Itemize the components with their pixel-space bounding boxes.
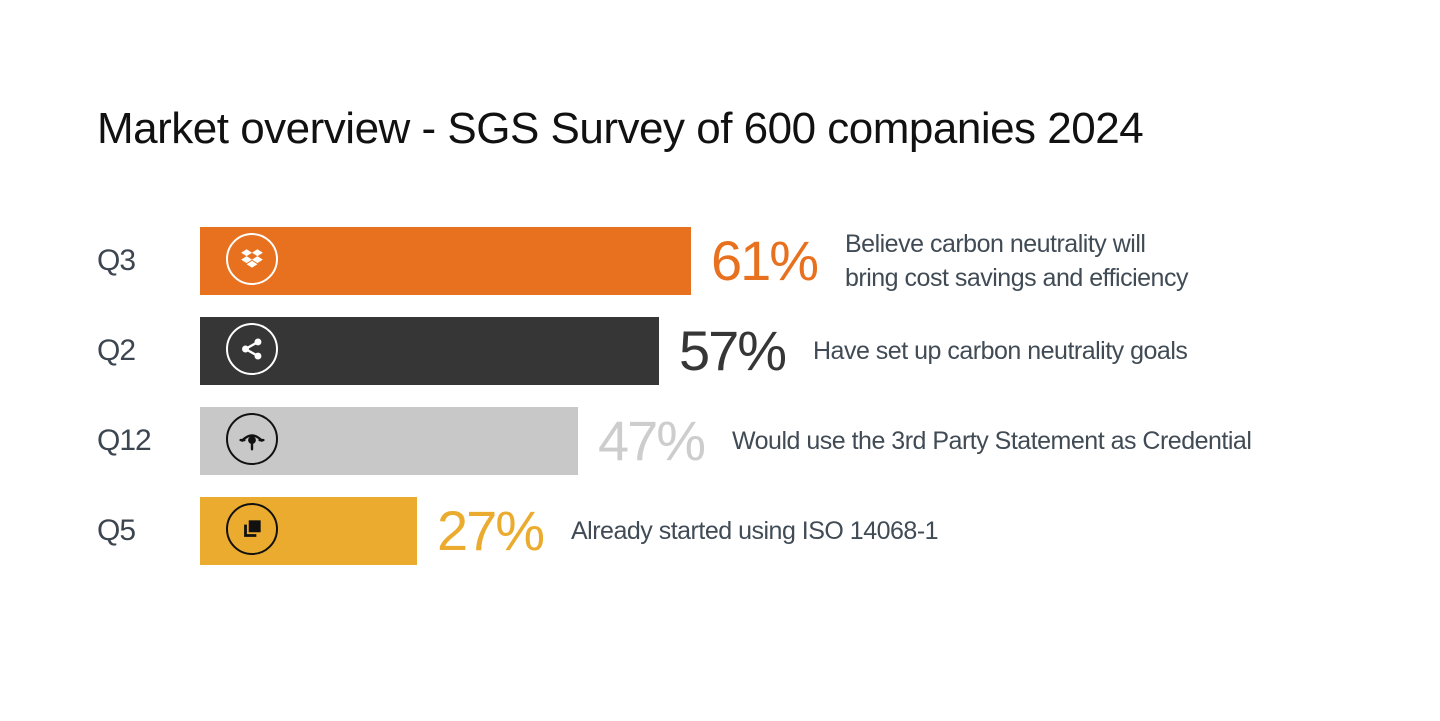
bar bbox=[200, 407, 578, 475]
value-label: 61% bbox=[711, 229, 819, 292]
question-label: Q5 bbox=[97, 514, 136, 547]
bar-description: Would use the 3rd Party Statement as Cre… bbox=[732, 407, 1252, 475]
question-label: Q12 bbox=[97, 424, 152, 457]
bar-description: Have set up carbon neutrality goals bbox=[813, 317, 1188, 385]
dropbox-icon bbox=[226, 233, 278, 285]
eye-target-icon bbox=[226, 413, 278, 465]
bar-row: Q2 57% Have set up carbon neutrality goals bbox=[0, 317, 1440, 385]
bar-description: Already started using ISO 14068-1 bbox=[571, 497, 939, 565]
chart-title: Market overview - SGS Survey of 600 comp… bbox=[97, 104, 1144, 153]
description-line: bring cost savings and efficiency bbox=[845, 264, 1188, 292]
value-label: 47% bbox=[598, 409, 706, 472]
bar-row: Q5 27% Already started using ISO 14068-1 bbox=[0, 497, 1440, 565]
question-label: Q2 bbox=[97, 334, 136, 367]
bar bbox=[200, 317, 659, 385]
bar bbox=[200, 497, 417, 565]
description-line: Have set up carbon neutrality goals bbox=[813, 337, 1188, 365]
description-line: Would use the 3rd Party Statement as Cre… bbox=[732, 427, 1252, 455]
question-label: Q3 bbox=[97, 244, 136, 277]
bar-description: Believe carbon neutrality will bring cost… bbox=[845, 227, 1188, 295]
value-label: 57% bbox=[679, 319, 787, 382]
layers-icon bbox=[226, 503, 278, 555]
bar bbox=[200, 227, 691, 295]
bar-row: Q12 47% Would use the 3rd Party Statement … bbox=[0, 407, 1440, 475]
description-line: Believe carbon neutrality will bbox=[845, 230, 1146, 258]
value-label: 27% bbox=[437, 499, 545, 562]
description-line: Already started using ISO 14068-1 bbox=[571, 517, 939, 545]
share-icon bbox=[226, 323, 278, 375]
bar-row: Q3 61% Believe carbon neutrality will bring… bbox=[0, 227, 1440, 295]
